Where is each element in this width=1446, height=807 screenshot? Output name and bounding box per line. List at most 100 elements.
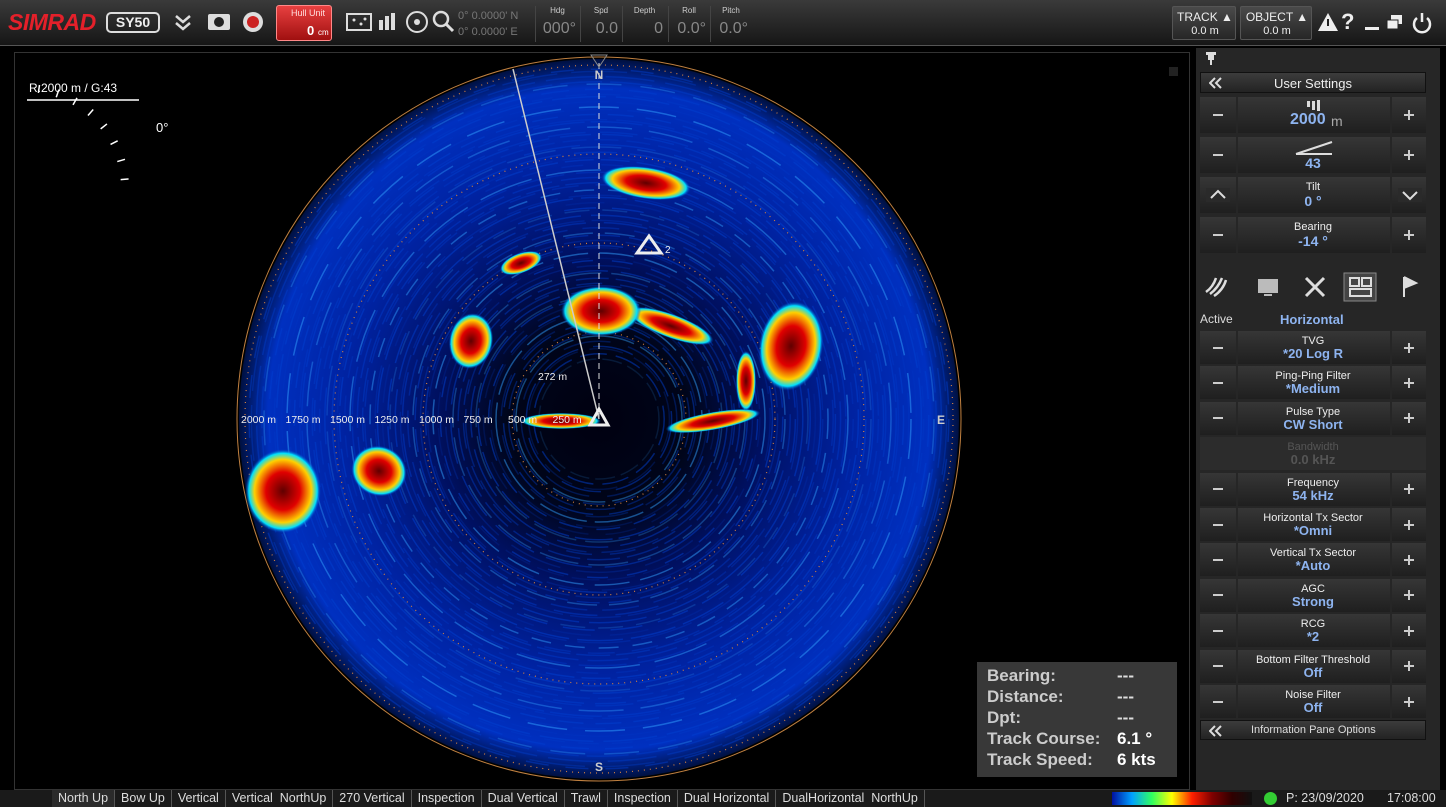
view-tab[interactable]: Inspection: [412, 790, 482, 807]
increase-button[interactable]: [1392, 578, 1426, 612]
object-button[interactable]: OBJECT ▲ 0.0 m: [1240, 6, 1312, 40]
screenshot-button[interactable]: [206, 8, 232, 36]
increase-button[interactable]: [1392, 217, 1426, 253]
track-label: TRACK ▲: [1177, 10, 1233, 24]
gain-icon: [1295, 141, 1333, 155]
echo-ring: [250, 70, 948, 768]
echo-blob: [736, 351, 756, 411]
hull-unit-button[interactable]: Hull Unit 0 cm: [276, 5, 332, 41]
decrease-button[interactable]: [1200, 331, 1236, 364]
hull-unit-unit: cm: [318, 28, 329, 37]
help-button[interactable]: ?: [1341, 9, 1355, 34]
panel-tabs[interactable]: [1196, 272, 1440, 302]
icon: [243, 12, 263, 32]
user-settings-title: User Settings: [1273, 76, 1353, 91]
decrease-button[interactable]: [1200, 508, 1236, 541]
view-tab[interactable]: Vertical NorthUp: [226, 790, 334, 807]
view-tab[interactable]: Vertical: [172, 790, 226, 807]
info-value: ---: [1117, 708, 1134, 727]
increase-button[interactable]: [1392, 472, 1426, 506]
echo-blob: [561, 286, 641, 336]
increase-button[interactable]: [1392, 366, 1426, 400]
icon: [379, 13, 395, 30]
view-tab[interactable]: Bow Up: [115, 790, 172, 807]
decrease-button[interactable]: [1200, 614, 1236, 648]
decrease-button[interactable]: [1200, 401, 1236, 435]
alarm-button[interactable]: [1316, 8, 1340, 36]
readout-label: Roll: [682, 6, 696, 15]
icon: [1365, 27, 1379, 30]
range-unit: m: [1331, 113, 1343, 129]
bearing-value: -14 °: [1298, 233, 1328, 249]
increase-button[interactable]: [1392, 614, 1426, 648]
increase-button[interactable]: [1392, 331, 1426, 364]
echo-ring: [255, 75, 943, 763]
target-button[interactable]: [403, 8, 431, 36]
decrease-button[interactable]: [1200, 137, 1236, 173]
echo-ring: [301, 121, 897, 717]
histogram-button[interactable]: [375, 8, 401, 36]
view-tab[interactable]: North Up: [52, 790, 116, 807]
range-label: 1250 m: [375, 414, 410, 426]
increase-button[interactable]: [1392, 543, 1426, 577]
decrease-button[interactable]: [1200, 366, 1236, 400]
track-button[interactable]: TRACK ▲ 0.0 m: [1172, 6, 1236, 40]
range-icon: [1307, 100, 1320, 111]
setting-value: Off: [1303, 700, 1323, 715]
setting: Noise Filter Off: [1238, 685, 1390, 718]
echo-ring: [401, 221, 797, 617]
record-button[interactable]: [240, 8, 266, 36]
setting-label: TVG: [1301, 335, 1325, 347]
tilt-control: Tilt 0 °: [1238, 177, 1390, 213]
setting-label: Bandwidth: [1287, 441, 1339, 454]
decrease-button[interactable]: [1200, 217, 1236, 253]
echo-button[interactable]: [345, 8, 373, 36]
collapse-button[interactable]: [170, 8, 196, 36]
info-pane-options-button[interactable]: Information Pane Options: [1200, 720, 1426, 740]
pin-icon[interactable]: [1204, 51, 1218, 65]
increase-button[interactable]: [1392, 97, 1426, 133]
tilt-tick: [120, 178, 129, 181]
minimize-button[interactable]: [1362, 8, 1382, 36]
setting: Vertical Tx Sector *Auto: [1238, 543, 1390, 577]
tilt-arrow[interactable]: [1206, 188, 1230, 202]
increase-button[interactable]: [1392, 649, 1426, 683]
decrease-button[interactable]: [1200, 472, 1236, 506]
setting-label: Frequency: [1287, 476, 1339, 489]
decrease-button[interactable]: [1200, 685, 1236, 718]
decrease-button[interactable]: [1200, 97, 1236, 133]
increase-button[interactable]: [1392, 401, 1426, 435]
view-tab[interactable]: Dual Vertical: [482, 790, 565, 807]
setting-label: Horizontal Tx Sector: [1263, 512, 1363, 524]
increase-button[interactable]: [1392, 685, 1426, 718]
bottom-bar: North Up Bow Up Vertical Vertical NorthUp 27…: [0, 790, 1446, 807]
echo-ring: [261, 81, 937, 757]
view-tab[interactable]: Inspection: [608, 790, 678, 807]
echo-ring: [439, 259, 759, 579]
view-tab[interactable]: 270 Vertical: [333, 790, 412, 807]
increase-button[interactable]: [1392, 137, 1426, 173]
zoom-button[interactable]: [430, 8, 456, 36]
view-tab[interactable]: Trawl: [565, 790, 608, 807]
decrease-button[interactable]: [1200, 543, 1236, 577]
window-button[interactable]: [1384, 8, 1406, 36]
compass-tick: [590, 54, 608, 68]
increase-button[interactable]: [1392, 508, 1426, 541]
decrease-button[interactable]: [1200, 578, 1236, 612]
user-settings-button[interactable]: User Settings: [1200, 72, 1426, 93]
arrow-icon: [1402, 191, 1418, 201]
info-value: ---: [1117, 687, 1134, 706]
power-button[interactable]: [1410, 8, 1434, 36]
latitude: 0° 0.0000' N: [458, 10, 519, 22]
bearing-control: Bearing -14 °: [1238, 217, 1390, 253]
tilt-arrow[interactable]: [1398, 188, 1422, 202]
icon-bar: [1213, 629, 1223, 632]
readout-value: 0: [654, 20, 663, 37]
echo-ring: [361, 181, 837, 657]
decrease-button[interactable]: [1200, 649, 1236, 683]
info-label: Dpt:: [987, 708, 1021, 727]
view-tab[interactable]: Dual Horizontal: [678, 790, 777, 807]
range-label: 250 m: [553, 414, 582, 426]
echo-ring: [311, 131, 887, 707]
view-tab[interactable]: DualHorizontal NorthUp: [776, 790, 925, 807]
